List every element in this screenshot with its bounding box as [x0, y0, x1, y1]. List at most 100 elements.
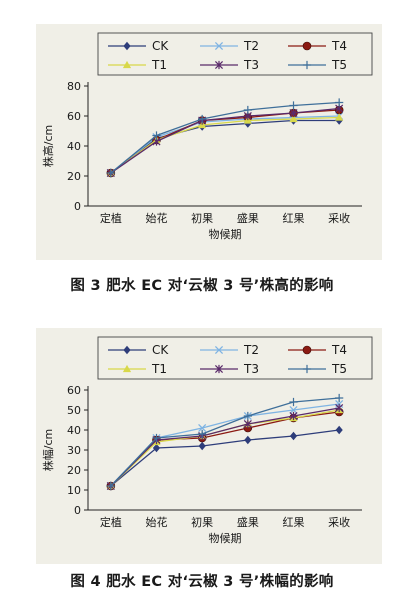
legend-marker-t2 [214, 41, 224, 51]
legend-marker-t4 [302, 345, 312, 355]
legend-marker-ck [123, 41, 131, 51]
legend-item-ck: CK [108, 343, 169, 357]
series-line-ck [110, 119, 340, 174]
legend-label-t1: T1 [151, 58, 167, 72]
x-tick-label: 定植 [100, 211, 122, 225]
data-point-t5 [152, 131, 161, 140]
y-tick-label: 30 [67, 444, 81, 457]
legend-label-ck: CK [152, 39, 169, 53]
y-axis-label: 株高/cm [41, 125, 55, 167]
series-t1 [106, 405, 344, 490]
y-tick-label: 20 [67, 464, 81, 477]
series-t3 [106, 104, 344, 178]
data-point-t5 [152, 433, 161, 443]
x-tick-label: 初果 [191, 515, 213, 529]
legend-marker-t1 [122, 364, 132, 373]
y-axis-label: 株幅/cm [41, 429, 55, 471]
chart-panel-plant-height: CK T2 T4 T1 T3 T5 0 20 40 60 80 定植 始花 初果 盛果 红果 采收 物候期 株高/c… [36, 24, 382, 260]
data-point-t5 [335, 98, 344, 107]
legend-box [97, 32, 373, 76]
x-tick-label: 盛果 [237, 515, 259, 529]
legend-item-t3: T3 [200, 58, 259, 72]
legend-label-t1: T1 [151, 362, 167, 376]
data-point-t3 [289, 108, 298, 118]
data-point-t5 [289, 397, 298, 407]
y-tick-label: 60 [67, 110, 81, 123]
series-line-t5 [110, 101, 340, 174]
y-tick-label: 10 [67, 484, 81, 497]
x-tick-label: 定植 [100, 515, 122, 529]
legend-marker-t1 [122, 60, 132, 69]
legend-label-ck: CK [152, 343, 169, 357]
series-line-ck [110, 429, 340, 487]
data-point-ck [198, 441, 206, 451]
legend-box [97, 336, 373, 380]
series-line-t4 [110, 411, 340, 487]
y-tick-label: 80 [67, 80, 81, 93]
data-point-ck [289, 431, 298, 441]
x-tick-label: 初果 [191, 211, 213, 225]
series-line-t4 [110, 109, 340, 174]
series-line-t2 [110, 115, 340, 174]
data-point-t5 [198, 114, 207, 124]
data-point-t5 [335, 393, 344, 403]
data-point-t5 [243, 105, 252, 115]
series-line-t5 [110, 397, 340, 487]
legend-marker-t3 [214, 60, 224, 70]
x-axis-label: 物候期 [209, 531, 242, 545]
legend-marker-t5 [302, 60, 312, 70]
x-tick-label: 采收 [328, 515, 350, 529]
data-point-t5 [198, 429, 207, 439]
legend-item-t1: T1 [108, 362, 167, 376]
data-point-t3 [289, 411, 298, 421]
x-tick-label: 始花 [146, 211, 168, 225]
data-point-ck [152, 443, 161, 453]
data-point-t1 [335, 113, 344, 121]
data-point-t2 [198, 423, 207, 433]
legend-item-t2: T2 [200, 343, 259, 357]
legend-item-t2: T2 [200, 39, 259, 53]
legend-marker-t4 [302, 41, 312, 51]
legend-marker-t5 [302, 364, 312, 374]
series-line-t3 [110, 407, 340, 487]
data-point-t5 [106, 168, 115, 178]
data-point-t5 [243, 411, 252, 421]
legend-label-t5: T5 [331, 362, 347, 376]
legend-marker-ck [123, 345, 131, 355]
legend-label-t4: T4 [331, 343, 347, 357]
y-tick-label: 50 [67, 404, 81, 417]
y-tick-label: 40 [67, 140, 81, 153]
y-tick-label: 20 [67, 170, 81, 183]
legend-item-t5: T5 [288, 362, 347, 376]
data-point-ck [244, 435, 252, 445]
figure-caption-3: 图 3 肥水 EC 对‘云椒 3 号’株高的影响 [70, 278, 334, 294]
series-t2 [106, 111, 344, 178]
chart-panel-plant-width: CK T2 T4 T1 T3 T5 0 10 20 30 40 50 60 定植 始花 初果 盛果 红果 采收 物候期… [36, 328, 382, 564]
legend-label-t3: T3 [243, 362, 259, 376]
legend-item-t1: T1 [108, 58, 167, 72]
y-tick-label: 0 [74, 200, 81, 213]
data-point-t3 [243, 419, 252, 429]
legend-label-t2: T2 [243, 39, 259, 53]
data-point-t5 [106, 481, 115, 491]
x-tick-label: 始花 [146, 515, 168, 529]
legend-item-ck: CK [108, 39, 169, 53]
data-point-t1 [289, 114, 298, 123]
legend-item-t5: T5 [288, 58, 347, 72]
x-tick-label: 红果 [283, 212, 305, 225]
data-point-t5 [289, 101, 298, 110]
legend-label-t4: T4 [331, 39, 347, 53]
series-line-t3 [110, 107, 340, 174]
data-point-ck [335, 425, 343, 435]
series-t5 [106, 98, 344, 178]
legend-label-t2: T2 [243, 343, 259, 357]
legend-marker-t3 [214, 364, 224, 374]
y-tick-label: 0 [74, 504, 81, 517]
series-t5 [106, 393, 344, 491]
x-tick-label: 采收 [328, 211, 350, 225]
series-t1 [106, 113, 344, 177]
data-point-t3 [335, 403, 344, 413]
series-ck [107, 425, 343, 491]
legend-marker-t2 [214, 345, 224, 355]
